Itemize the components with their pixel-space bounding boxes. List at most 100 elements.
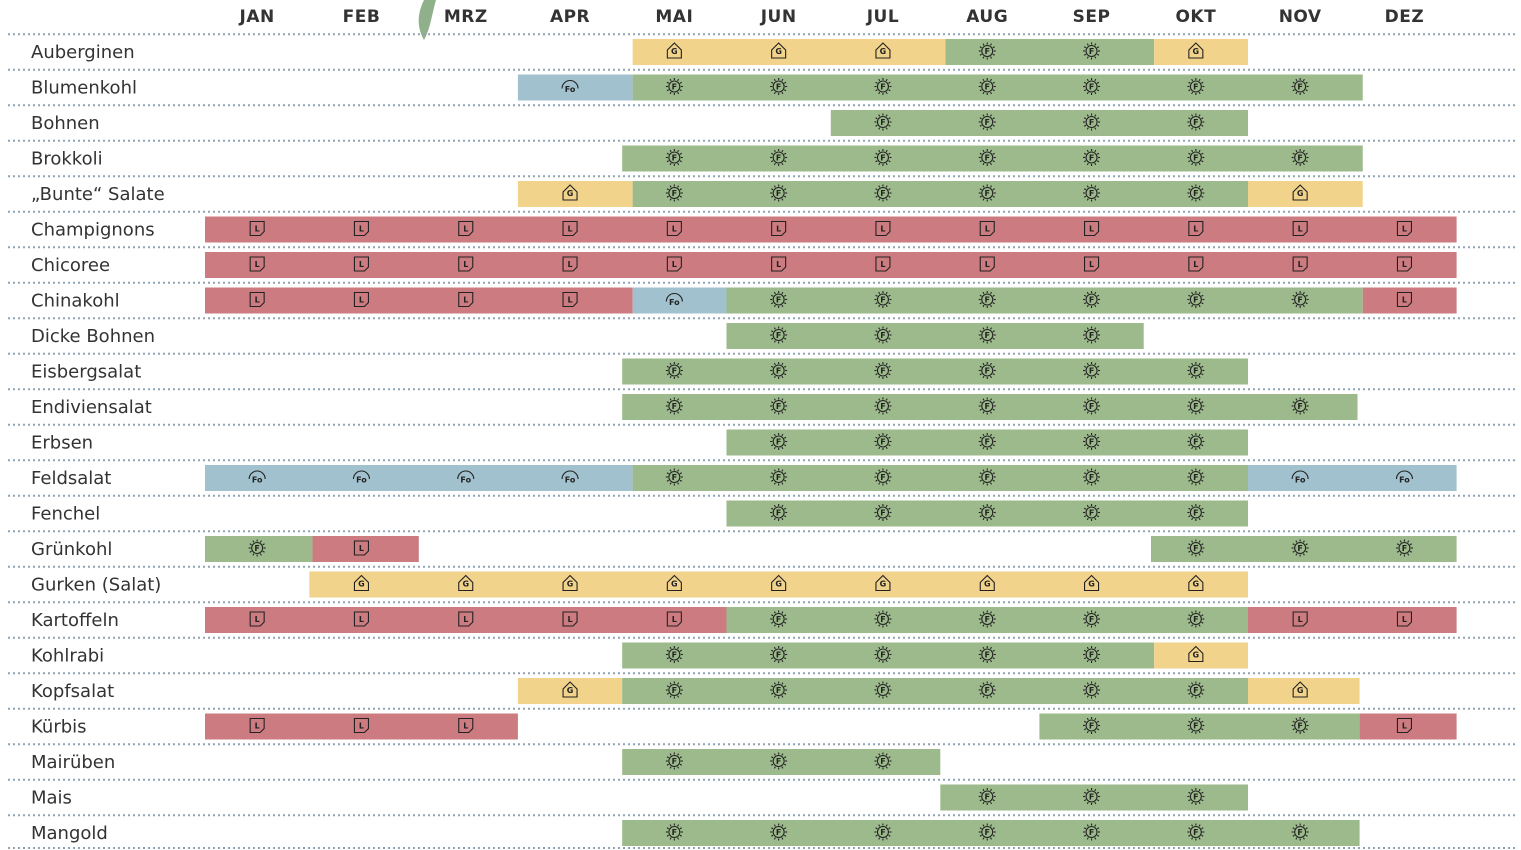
icon: F: [1187, 504, 1205, 521]
icon-glyph: F: [672, 757, 677, 766]
icon-glyph: F: [776, 651, 781, 660]
icon-ray: [992, 401, 995, 404]
icon-glyph: F: [985, 154, 990, 163]
icon-ray: [1096, 791, 1100, 794]
availability-bar: [622, 358, 1248, 385]
icon-ray: [1302, 837, 1305, 840]
icon-ray: [677, 837, 680, 840]
icon-ray: [1188, 728, 1191, 731]
icon: F: [1187, 113, 1205, 131]
icon-ray: [982, 127, 985, 130]
icon-ray: [878, 517, 881, 521]
icon-ray: [1094, 327, 1097, 330]
icon-ray: [1086, 611, 1089, 614]
icon-ray: [677, 482, 680, 485]
icon-ray: [669, 198, 672, 201]
icon-ray: [990, 91, 992, 95]
icon: G: [562, 681, 578, 698]
icon-glyph: L: [672, 260, 677, 269]
icon-ray: [677, 149, 680, 153]
availability-bar: [1039, 713, 1360, 740]
icon-glyph: F: [880, 296, 885, 305]
icon: F: [978, 433, 996, 450]
icon-ray: [982, 162, 985, 166]
month-label: JUL: [866, 7, 899, 27]
icon: F: [248, 539, 266, 557]
icon-ray: [781, 753, 784, 756]
icon-ray: [679, 649, 682, 652]
icon-ray: [1198, 375, 1201, 379]
icon-ray: [982, 504, 985, 508]
availability-bar: [1151, 536, 1457, 562]
icon-ray: [771, 763, 774, 766]
availability-bar: [1154, 642, 1248, 669]
icon-ray: [1305, 550, 1308, 553]
icon: L: [458, 717, 474, 734]
icon-ray: [875, 117, 878, 120]
icon-ray: [784, 614, 787, 617]
icon-ray: [781, 375, 784, 379]
icon-ray: [1188, 543, 1191, 546]
icon-ray: [677, 362, 680, 366]
icon-ray: [982, 340, 985, 343]
icon-ray: [1096, 834, 1100, 837]
icon-ray: [1191, 162, 1194, 166]
icon-ray: [669, 185, 672, 188]
icon-ray: [990, 398, 992, 401]
icon: F: [978, 823, 996, 841]
icon: F: [1083, 468, 1101, 486]
icon-box: [666, 220, 682, 237]
icon-ray: [1094, 446, 1097, 450]
icon: F: [770, 752, 788, 770]
icon-ray: [1086, 824, 1089, 827]
icon-ray: [784, 763, 787, 766]
icon-ray: [1083, 472, 1087, 475]
icon-ray: [979, 89, 982, 92]
icon-ray: [1083, 799, 1087, 802]
icon-sun: [981, 435, 994, 448]
icon-glyph: F: [880, 686, 885, 695]
icon-glyph: F: [1089, 509, 1094, 518]
icon: G: [1292, 681, 1308, 698]
icon-ray: [979, 649, 982, 652]
icon: F: [1083, 291, 1101, 308]
icon-ray: [1096, 685, 1100, 688]
icon-ray: [888, 436, 891, 439]
icon-ray: [885, 149, 888, 153]
icon-ray: [888, 401, 891, 404]
icon-ray: [1094, 185, 1097, 188]
icon-ray: [992, 373, 995, 376]
icon-glyph: F: [880, 509, 885, 518]
icon-ray: [1302, 91, 1305, 95]
icon-glyph: F: [1193, 118, 1198, 127]
icon-ray: [784, 81, 787, 84]
icon-ray: [781, 504, 784, 508]
icon-ray: [878, 340, 881, 343]
icon-glyph: Fo: [1399, 476, 1410, 485]
icon: L: [249, 717, 265, 734]
icon: F: [874, 468, 892, 486]
icon-ray: [1292, 827, 1295, 830]
icon-ray: [781, 611, 784, 614]
icon-ray: [1396, 550, 1400, 553]
icon-ray: [885, 646, 888, 650]
icon-ray: [1083, 124, 1087, 127]
icon-box: [771, 256, 787, 272]
icon-ray: [1086, 340, 1089, 343]
icon-ray: [982, 446, 985, 450]
icon-box: [979, 256, 995, 272]
icon-ray: [1295, 162, 1298, 166]
icon-ray: [990, 517, 992, 521]
icon: F: [874, 752, 892, 770]
icon-ray: [1188, 365, 1191, 368]
row-label: Kürbis: [31, 717, 87, 738]
icon: Fo: [665, 293, 683, 307]
icon: G: [1188, 574, 1204, 592]
icon-ray: [773, 327, 776, 330]
icon-glyph: F: [985, 473, 990, 482]
icon-ray: [1083, 337, 1087, 340]
icon-ray: [875, 472, 878, 475]
icon-ray: [885, 824, 888, 827]
icon-box: [1292, 611, 1308, 627]
icon-ray: [784, 649, 787, 652]
